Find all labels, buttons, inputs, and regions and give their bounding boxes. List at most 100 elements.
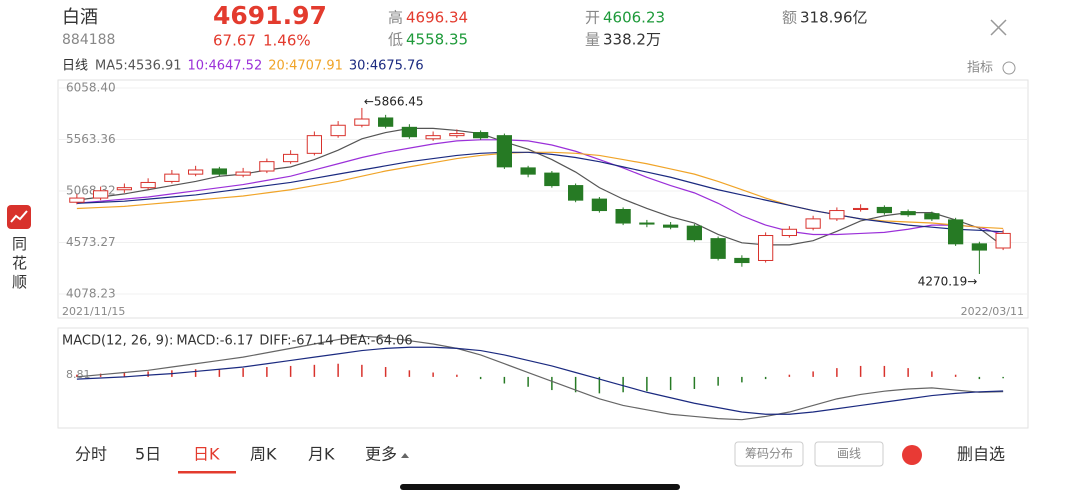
candle-body — [544, 172, 560, 187]
macd-legend-value: -64.06 — [371, 334, 413, 349]
candle-body — [853, 207, 869, 211]
ma-legend-name: 30: — [349, 59, 370, 74]
ma-legend-value: 4647.52 — [208, 59, 262, 74]
candle-body — [473, 132, 489, 139]
stat-value: 4696.34 — [406, 9, 468, 27]
ma-legend-name: MA5: — [95, 59, 128, 74]
candle-body — [829, 210, 845, 220]
x-tick-label: 2022/03/11 — [961, 305, 1024, 318]
tab[interactable]: 5日 — [135, 445, 161, 464]
candle-body — [401, 126, 417, 138]
candle-body — [710, 238, 726, 259]
candle-body — [900, 211, 916, 216]
candle-body — [686, 225, 702, 241]
y-tick-label: 6058.40 — [66, 80, 116, 94]
ma-legend-value: 4675.76 — [370, 59, 424, 74]
candle-body — [93, 190, 109, 199]
candle-body — [306, 135, 322, 154]
candle-body — [188, 169, 204, 175]
candle-body — [876, 206, 892, 214]
app-icon-glyph — [10, 210, 28, 223]
home-indicator — [400, 484, 680, 490]
tab[interactable]: 分时 — [75, 445, 107, 464]
macd-line — [76, 335, 1004, 421]
stat-value: 338.2万 — [603, 31, 661, 49]
macd-title: MACD(12, 26, 9): — [62, 334, 173, 349]
remove-favorite[interactable]: 删自选 — [957, 445, 1005, 464]
button-label: 画线 — [837, 447, 861, 461]
macd-legend-name: DIFF: — [259, 334, 291, 349]
ma-line — [76, 151, 1004, 233]
indicator-button[interactable]: 指标 — [967, 61, 993, 76]
stat-label: 低 — [388, 31, 403, 49]
extreme-label: 4270.19→ — [918, 274, 978, 288]
candle-body — [283, 153, 299, 163]
candle-body — [924, 213, 940, 220]
stat-value: 318.96亿 — [800, 9, 868, 27]
stat-label: 量 — [585, 31, 600, 49]
candle-body — [568, 185, 584, 201]
candle-body — [496, 135, 512, 168]
candle-body — [948, 219, 964, 245]
candle-body — [164, 173, 180, 182]
close-button[interactable] — [990, 19, 1007, 36]
ma-legend-value: 4536.91 — [128, 59, 182, 74]
tab[interactable]: 周K — [250, 445, 277, 464]
candle-body — [639, 222, 655, 225]
y-tick-label: 8.81 — [66, 368, 91, 381]
dropdown-caret — [401, 453, 410, 458]
candle-body — [781, 228, 797, 237]
candle-body — [69, 197, 85, 203]
candle-body — [615, 209, 631, 224]
indicator-icon[interactable] — [1002, 61, 1016, 75]
ma-line — [76, 139, 1004, 236]
candle-body — [425, 135, 441, 140]
candle-body — [330, 124, 346, 137]
candle-body — [734, 257, 750, 264]
brand: 同花顺 — [10, 236, 28, 293]
record-button[interactable] — [902, 445, 922, 465]
stat-label: 开 — [585, 9, 600, 27]
stock-name: 白酒 — [62, 7, 98, 28]
ma-legend-name: 10: — [188, 59, 209, 74]
ma-legend-value: 4707.91 — [289, 59, 343, 74]
candle-body — [354, 118, 370, 126]
y-tick-label: 4573.27 — [66, 235, 116, 249]
candle-body — [520, 167, 536, 175]
chip-button[interactable] — [734, 441, 804, 467]
draw-button[interactable] — [814, 441, 884, 467]
candle-body — [758, 235, 774, 261]
macd-line — [76, 346, 1004, 415]
tab[interactable]: 更多 — [365, 445, 397, 464]
tab[interactable]: 日K — [193, 445, 220, 464]
stock-code: 884188 — [62, 32, 115, 48]
macd-legend-name: MACD: — [176, 334, 219, 349]
price: 4691.97 — [213, 1, 327, 30]
stat-label: 高 — [388, 9, 403, 27]
candle-body — [140, 181, 156, 189]
candle-body — [805, 218, 821, 229]
candle-body — [449, 133, 465, 137]
candle-body — [378, 117, 394, 127]
macd-legend-value: -67.14 — [292, 334, 334, 349]
macd-legend-value: -6.17 — [220, 334, 254, 349]
x-tick-label: 2021/11/15 — [62, 305, 125, 318]
stat-value: 4606.23 — [603, 9, 665, 27]
candle-body — [591, 198, 607, 212]
ma-line — [76, 127, 1004, 247]
candle-body — [235, 171, 251, 176]
candle-body — [995, 232, 1011, 249]
y-tick-label: 4078.23 — [66, 286, 116, 300]
change-pct: 1.46% — [263, 32, 311, 50]
stat-value: 4558.35 — [406, 31, 468, 49]
macd-legend-name: DEA: — [339, 334, 370, 349]
period: 日线 — [62, 59, 88, 74]
candle-body — [971, 243, 987, 251]
tab[interactable]: 月K — [308, 445, 335, 464]
candle-body — [211, 168, 227, 175]
candle-body — [116, 187, 132, 191]
stat-label: 额 — [782, 9, 797, 27]
extreme-label: ←5866.45 — [364, 94, 424, 108]
y-tick-label: 5563.36 — [66, 132, 116, 146]
